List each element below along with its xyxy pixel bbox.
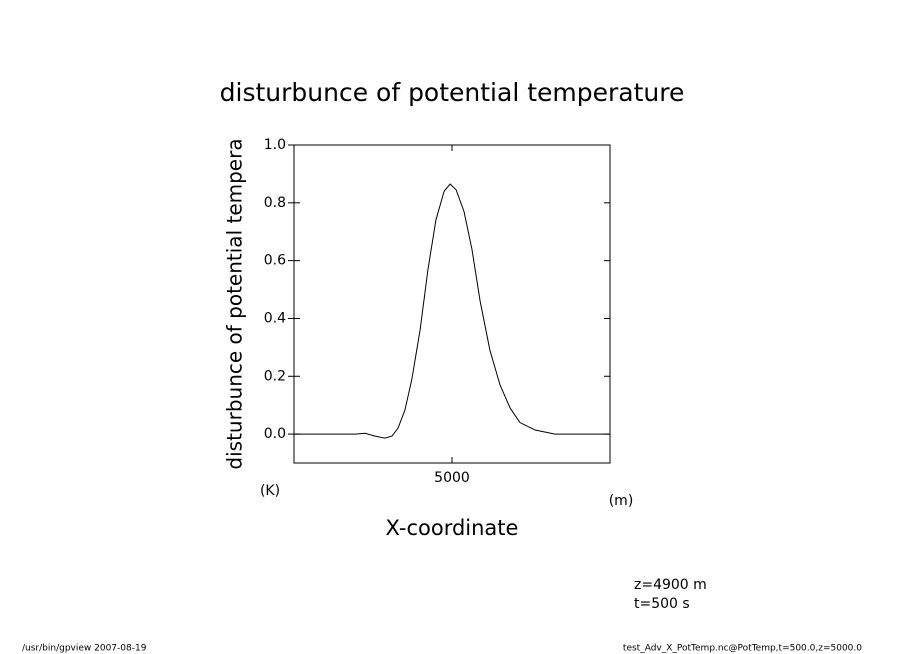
footer-right: test_Adv_X_PotTemp.nc@PotTemp,t=500.0,z=… xyxy=(623,644,862,654)
y-tick-label: 1.0 xyxy=(264,137,286,153)
x-units: (m) xyxy=(609,493,634,509)
y-tick-label: 0.8 xyxy=(264,195,286,211)
y-tick-label: 0.0 xyxy=(264,426,286,442)
y-tick-label: 0.4 xyxy=(264,310,286,326)
data-line xyxy=(294,183,610,439)
x-tick-label: 5000 xyxy=(434,470,470,486)
y-tick-label: 0.6 xyxy=(264,253,286,269)
annotation: z=4900 m xyxy=(634,577,707,593)
plot-frame xyxy=(293,144,611,464)
y-axis-label: disturbunce of potential tempera xyxy=(223,138,247,469)
chart-title: disturbunce of potential temperature xyxy=(220,78,685,107)
y-tick-label: 0.2 xyxy=(264,368,286,384)
y-units: (K) xyxy=(260,483,280,499)
annotation: t=500 s xyxy=(634,596,690,612)
x-axis-label: X-coordinate xyxy=(386,516,519,540)
footer-left: /usr/bin/gpview 2007-08-19 xyxy=(22,644,147,654)
